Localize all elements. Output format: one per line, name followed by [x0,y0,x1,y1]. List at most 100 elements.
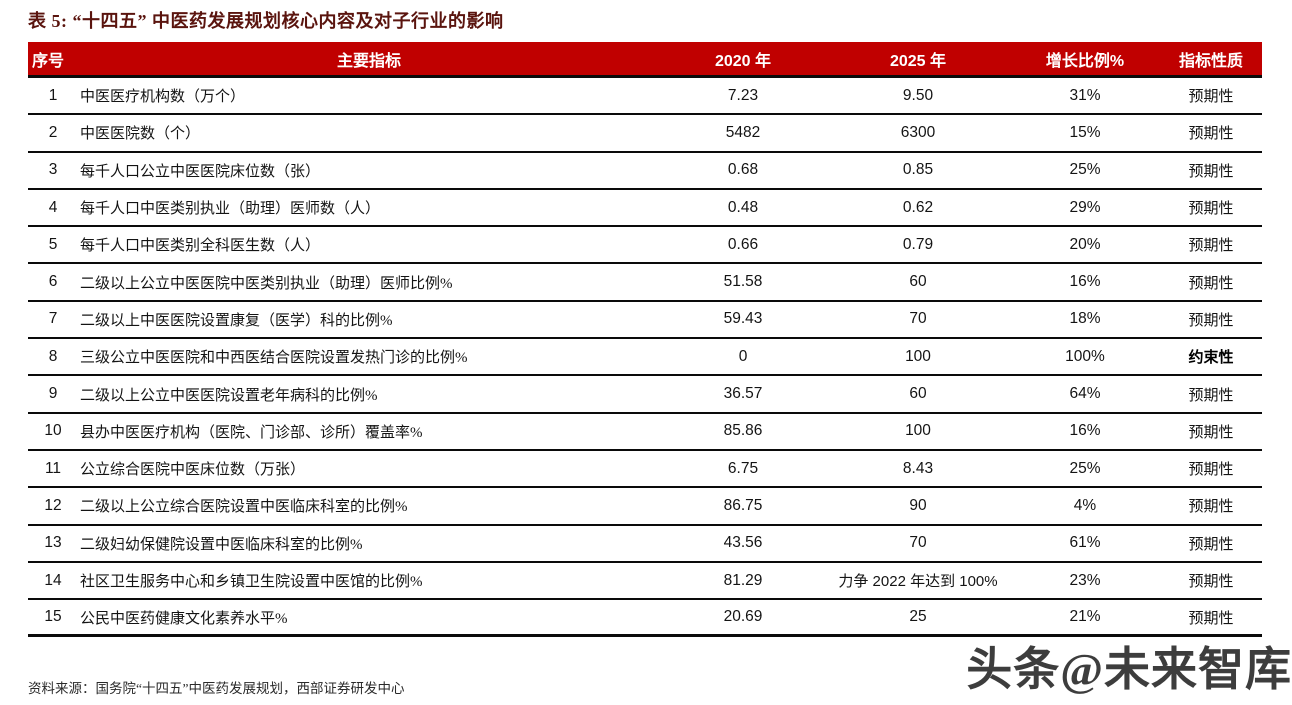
cell-2020-value: 0.68 [727,161,759,179]
cell-2025-value: 25 [909,608,927,626]
cell-nature: 预期性 [1188,275,1234,292]
cell-2020-value: 6.75 [727,459,759,477]
cell-nature: 预期性 [1188,126,1234,143]
table-row: 4 每千人口中医类别执业（助理）医师数（人） 0.48 0.62 29% 预期性 [28,190,1262,228]
cell-growth: 61% [1069,534,1101,552]
table-row: 13 二级妇幼保健院设置中医临床科室的比例% 43.56 70 61% 预期性 [28,526,1262,563]
cell-2020-value: 85.86 [723,422,763,440]
cell-2025-value: 9.50 [902,86,934,104]
cell-growth: 64% [1069,385,1101,403]
cell-nature: 预期性 [1188,201,1234,218]
cell-nature: 预期性 [1188,424,1234,441]
header-cell-growth: 增长比例% [1045,52,1125,70]
cell-row-number: 12 [44,496,62,514]
cell-row-number: 6 [48,273,58,291]
cell-indicator: 二级妇幼保健院设置中医临床科室的比例% [80,536,363,553]
cell-row-number: 8 [48,347,58,365]
cell-2020-value: 20.69 [723,608,763,626]
cell-2025-value: 0.79 [902,235,934,253]
cell-nature: 预期性 [1188,163,1234,180]
table-row: 9 二级以上公立中医医院设置老年病科的比例% 36.57 60 64% 预期性 [28,376,1262,414]
table-row: 7 二级以上中医医院设置康复（医学）科的比例% 59.43 70 18% 预期性 [28,302,1262,340]
cell-nature: 预期性 [1188,574,1234,590]
cell-2020-value: 5482 [725,123,761,141]
cell-indicator: 二级以上公立综合医院设置中医临床科室的比例% [80,499,408,516]
cell-indicator: 每千人口中医类别全科医生数（人） [80,238,321,255]
cell-row-number: 7 [48,310,58,328]
cell-2025-value: 6300 [900,123,936,141]
cell-2020-value: 0.48 [727,198,759,216]
header-cell-no: 序号 [32,52,65,70]
cell-2025-value: 60 [909,273,927,291]
cell-growth: 29% [1069,198,1101,216]
header-cell-2020: 2020 年 [714,52,772,70]
cell-nature: 预期性 [1188,312,1234,329]
table-row: 12 二级以上公立综合医院设置中医临床科室的比例% 86.75 90 4% 预期… [28,488,1262,526]
cell-indicator: 社区卫生服务中心和乡镇卫生院设置中医馆的比例% [80,574,423,590]
cell-indicator: 公立综合医院中医床位数（万张） [80,462,306,479]
cell-2025-value: 0.62 [902,198,934,216]
cell-2020-value: 51.58 [723,273,763,291]
cell-nature: 约束性 [1188,350,1234,367]
cell-2020-value: 0.66 [727,235,759,253]
cell-row-number: 14 [44,571,62,589]
cell-nature: 预期性 [1188,238,1234,255]
cell-indicator: 三级公立中医医院和中西医结合医院设置发热门诊的比例% [80,350,468,367]
table-header-row: 序号 主要指标 2020 年 2025 年 增长比例% 指标性质 [28,42,1262,78]
cell-indicator: 每千人口中医类别执业（助理）医师数（人） [80,201,381,218]
table-row: 10 县办中医医疗机构（医院、门诊部、诊所）覆盖率% 85.86 100 16%… [28,414,1262,451]
header-cell-nature: 指标性质 [1178,52,1243,70]
cell-growth: 16% [1069,422,1101,440]
watermark-text: 头条@未来智库 [966,644,1292,695]
table-row: 1 中医医疗机构数（万个） 7.23 9.50 31% 预期性 [28,78,1262,116]
table-row: 5 每千人口中医类别全科医生数（人） 0.66 0.79 20% 预期性 [28,227,1262,265]
table-row: 15 公民中医药健康文化素养水平% 20.69 25 21% 预期性 [28,600,1262,638]
data-table: 序号 主要指标 2020 年 2025 年 增长比例% 指标性质 1 中医医疗机… [28,42,1262,638]
cell-indicator: 二级以上公立中医医院中医类别执业（助理）医师比例% [80,275,453,292]
cell-2025-value: 90 [909,496,927,514]
cell-growth: 16% [1069,273,1101,291]
cell-indicator: 中医医疗机构数（万个） [80,89,246,106]
cell-row-number: 15 [44,608,62,626]
cell-growth: 100% [1065,347,1105,365]
cell-growth: 20% [1069,235,1101,253]
cell-row-number: 4 [48,198,58,216]
cell-growth: 31% [1069,86,1101,104]
table-row: 8 三级公立中医医院和中西医结合医院设置发热门诊的比例% 0 100 100% … [28,339,1262,377]
cell-2020-value: 86.75 [723,496,763,514]
cell-row-number: 11 [44,459,62,477]
table-row: 6 二级以上公立中医医院中医类别执业（助理）医师比例% 51.58 60 16%… [28,264,1262,302]
cell-2025-value: 70 [909,534,927,552]
cell-growth: 21% [1069,608,1101,626]
cell-2025-value: 8.43 [902,459,934,477]
cell-indicator: 县办中医医疗机构（医院、门诊部、诊所）覆盖率% [80,424,423,441]
cell-indicator: 公民中医药健康文化素养水平% [80,610,288,627]
cell-row-number: 10 [44,422,62,440]
cell-2025-value: 0.85 [902,161,934,179]
cell-nature: 预期性 [1188,610,1234,627]
cell-2020-value: 81.29 [723,571,763,589]
cell-2025-value: 力争 2022 年达到 100% [838,573,998,590]
cell-2025-value: 60 [909,385,927,403]
cell-indicator: 中医医院数（个） [80,126,201,143]
cell-2025-value: 100 [905,347,931,365]
cell-nature: 预期性 [1188,387,1234,404]
cell-growth: 4% [1073,496,1097,514]
cell-2020-value: 0 [738,347,748,365]
cell-row-number: 13 [44,534,62,552]
cell-growth: 15% [1069,123,1101,141]
cell-row-number: 2 [48,123,58,141]
cell-growth: 25% [1069,459,1101,477]
cell-nature: 预期性 [1188,499,1234,516]
cell-2020-value: 59.43 [723,310,763,328]
cell-growth: 18% [1069,310,1101,328]
table-body: 1 中医医疗机构数（万个） 7.23 9.50 31% 预期性 2 中医医院数（… [28,78,1262,638]
table-row: 11 公立综合医院中医床位数（万张） 6.75 8.43 25% 预期性 [28,451,1262,489]
cell-2020-value: 7.23 [727,86,759,104]
cell-2020-value: 36.57 [723,385,763,403]
cell-growth: 25% [1069,161,1101,179]
cell-2025-value: 100 [905,422,931,440]
cell-row-number: 3 [48,161,58,179]
cell-indicator: 每千人口公立中医医院床位数（张） [80,163,321,180]
